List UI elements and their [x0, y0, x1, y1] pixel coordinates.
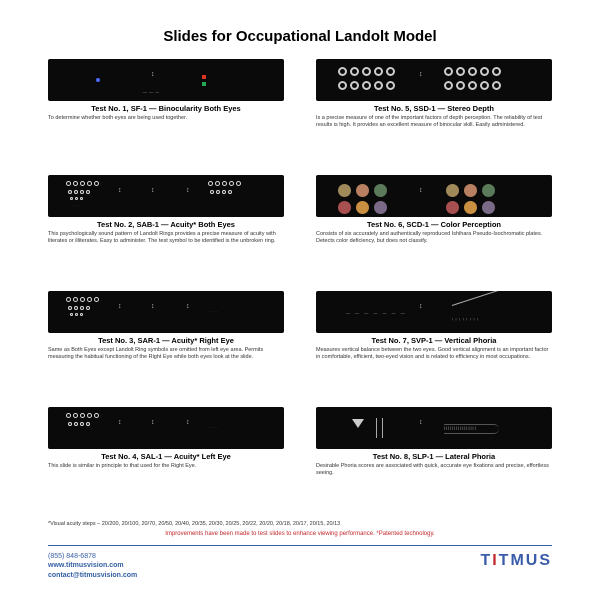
slide-thumb-4: ↕ ↕ ↕ · · · · — [48, 407, 284, 449]
slide-caption-6: Test No. 6, SCD-1 — Color Perception — [316, 220, 552, 229]
slide-desc-2: This psychologically sound pattern of La… — [48, 231, 284, 245]
footer: (855) 848-6878 www.titmusvision.com cont… — [48, 552, 552, 580]
slide-thumb-2: · · · ↕ ↕ ↕ — [48, 175, 284, 217]
contact-phone: (855) 848-6878 — [48, 552, 137, 561]
slide-desc-8: Desirable Phoria scores are associated w… — [316, 463, 552, 477]
slide-desc-3: Same as Both Eyes except Landolt Ring sy… — [48, 347, 284, 361]
slide-cell-3: ↕ ↕ ↕ · · · · Test No. 3, SAR-1 — Acuity… — [48, 291, 284, 399]
improvement-note: Improvements have been made to test slid… — [48, 531, 552, 537]
slide-caption-8: Test No. 8, SLP-1 — Lateral Phoria — [316, 452, 552, 461]
slide-caption-4: Test No. 4, SAL-1 — Acuity* Left Eye — [48, 452, 284, 461]
slide-thumb-6: ↕ — [316, 175, 552, 217]
slide-caption-3: Test No. 3, SAR-1 — Acuity* Right Eye — [48, 336, 284, 345]
page-title: Slides for Occupational Landolt Model — [48, 28, 552, 45]
slide-thumb-7: — — — — — — — ↕ | | | | | | | | — [316, 291, 552, 333]
acuity-footnote: *Visual acuity steps – 20/200, 20/100, 2… — [48, 521, 552, 527]
slide-cell-1: ↕ — — — Test No. 1, SF-1 — Binocularity … — [48, 59, 284, 167]
slide-thumb-5: ↕ — [316, 59, 552, 101]
slide-caption-1: Test No. 1, SF-1 — Binocularity Both Eye… — [48, 104, 284, 113]
slides-grid: ↕ — — — Test No. 1, SF-1 — Binocularity … — [48, 59, 552, 515]
contact-block: (855) 848-6878 www.titmusvision.com cont… — [48, 552, 137, 580]
slide-desc-1: To determine whether both eyes are being… — [48, 115, 284, 122]
slide-cell-5: ↕ Test No. 5, SSD-1 — Stereo Depth Is a … — [316, 59, 552, 167]
slide-thumb-3: ↕ ↕ ↕ · · · · — [48, 291, 284, 333]
titmus-logo: TITMUS — [480, 552, 552, 570]
slide-caption-5: Test No. 5, SSD-1 — Stereo Depth — [316, 104, 552, 113]
slide-desc-6: Consists of six accurately and authentic… — [316, 231, 552, 245]
slide-cell-6: ↕ Test No. 6, SCD-1 — Color Perception C… — [316, 175, 552, 283]
slide-cell-4: ↕ ↕ ↕ · · · · Test No. 4, SAL-1 — Acuity… — [48, 407, 284, 515]
slide-cell-8: ↕ |||||||||||||||| Test No. 8, SLP-1 — L… — [316, 407, 552, 515]
slide-cell-7: — — — — — — — ↕ | | | | | | | | Test No.… — [316, 291, 552, 399]
slide-thumb-8: ↕ |||||||||||||||| — [316, 407, 552, 449]
slide-desc-4: This slide is similar in principle to th… — [48, 463, 284, 470]
slide-cell-2: · · · ↕ ↕ ↕ Test No. 2, SAB-1 — Acuity* … — [48, 175, 284, 283]
footer-separator — [48, 545, 552, 546]
slide-caption-2: Test No. 2, SAB-1 — Acuity* Both Eyes — [48, 220, 284, 229]
slide-thumb-1: ↕ — — — — [48, 59, 284, 101]
slide-caption-7: Test No. 7, SVP-1 — Vertical Phoria — [316, 336, 552, 345]
contact-email[interactable]: contact@titmusvision.com — [48, 571, 137, 580]
slide-desc-7: Measures vertical balance between the tw… — [316, 347, 552, 361]
slide-desc-5: Is a precise measure of one of the impor… — [316, 115, 552, 129]
contact-url[interactable]: www.titmusvision.com — [48, 561, 137, 570]
